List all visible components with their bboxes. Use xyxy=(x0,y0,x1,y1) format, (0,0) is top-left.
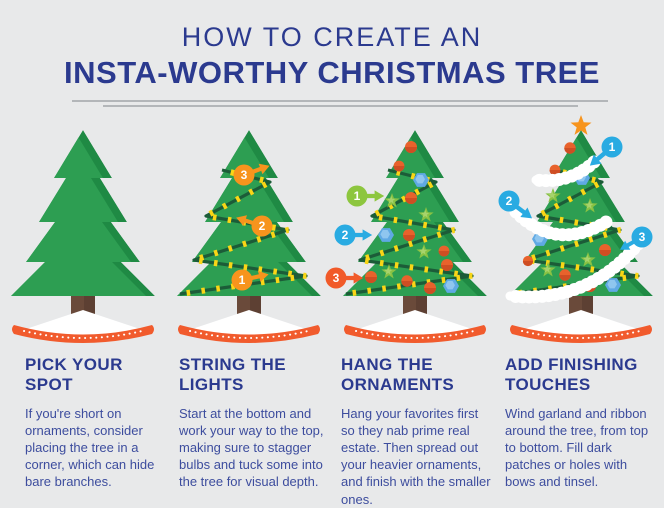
svg-text:2: 2 xyxy=(259,219,266,233)
step-2-text: STRING THE LIGHTS Start at the bottom and… xyxy=(166,355,332,508)
divider-line-bottom xyxy=(103,105,578,107)
step-heading-line: STRING THE xyxy=(179,355,286,374)
step-heading-line: ORNAMENTS xyxy=(341,375,455,395)
step-1-body: If you're short on ornaments, consider p… xyxy=(25,405,155,490)
page-title-line2: INSTA-WORTHY CHRISTMAS TREE xyxy=(64,55,600,91)
tree-with-ornaments-icon: 1 2 3 xyxy=(325,130,487,344)
step-3-body: Hang your favorites first so they nab pr… xyxy=(341,405,491,507)
svg-text:1: 1 xyxy=(354,189,361,203)
svg-text:2: 2 xyxy=(342,228,349,242)
step-heading-line: HANG THE xyxy=(341,355,433,374)
step2-badge-2: 2 xyxy=(234,212,273,237)
svg-text:1: 1 xyxy=(609,140,616,154)
step2-badge-1: 1 xyxy=(231,268,270,291)
bare-christmas-tree-icon xyxy=(11,130,155,344)
step-3-text: HANG THE ORNAMENTS Hang your favorites fi… xyxy=(332,355,498,508)
tree-step-2: 3 2 1 xyxy=(166,118,332,353)
step-heading-line: TOUCHES xyxy=(505,375,591,395)
step-2-heading: STRING THE LIGHTS xyxy=(179,355,332,396)
step4-badge-2: 2 xyxy=(498,190,536,224)
step-4-body: Wind garland and ribbon around the tree,… xyxy=(505,405,649,490)
svg-text:1: 1 xyxy=(239,273,246,287)
svg-text:3: 3 xyxy=(241,168,248,182)
svg-text:2: 2 xyxy=(506,194,513,208)
step-4-heading: ADD FINISHING TOUCHES xyxy=(505,355,664,396)
step-heading-line: LIGHTS xyxy=(179,375,244,395)
step-heading-line: ADD FINISHING xyxy=(505,355,638,374)
svg-text:3: 3 xyxy=(333,271,340,285)
garland xyxy=(503,155,645,304)
divider-line-top xyxy=(72,100,608,102)
step2-badge-3: 3 xyxy=(233,160,272,186)
page-title-line1: HOW TO CREATE AN xyxy=(181,22,483,52)
tree-step-1 xyxy=(0,118,166,353)
steps-text-row: PICK YOUR SPOT If you're short on ornamen… xyxy=(0,355,664,508)
step-heading-line: SPOT xyxy=(25,375,73,395)
step4-badge-1: 1 xyxy=(586,136,623,171)
svg-text:3: 3 xyxy=(639,230,646,244)
infographic-page: HOW TO CREATE AN INSTA-WORTHY CHRISTMAS … xyxy=(0,22,664,507)
step-3-heading: HANG THE ORNAMENTS xyxy=(341,355,498,396)
step-1-text: PICK YOUR SPOT If you're short on ornamen… xyxy=(0,355,166,508)
finished-tree-icon: 1 2 3 xyxy=(498,115,653,344)
step-1-heading: PICK YOUR SPOT xyxy=(25,355,166,396)
step-2-body: Start at the bottom and work your way to… xyxy=(179,405,324,490)
step4-badge-3: 3 xyxy=(617,226,653,255)
step3-badge-3: 3 xyxy=(325,267,364,289)
tree-with-lights-icon: 3 2 1 xyxy=(177,130,321,344)
tree-step-4: 1 2 3 xyxy=(498,115,664,353)
trees-row: 3 2 1 xyxy=(0,115,664,353)
step-heading-line: PICK YOUR xyxy=(25,355,123,374)
step-4-text: ADD FINISHING TOUCHES Wind garland and ri… xyxy=(498,355,664,508)
step3-badge-2: 2 xyxy=(334,224,373,246)
header: HOW TO CREATE AN INSTA-WORTHY CHRISTMAS … xyxy=(0,22,664,90)
tree-step-3: 1 2 3 xyxy=(325,118,498,353)
step3-badge-1: 1 xyxy=(346,185,385,207)
